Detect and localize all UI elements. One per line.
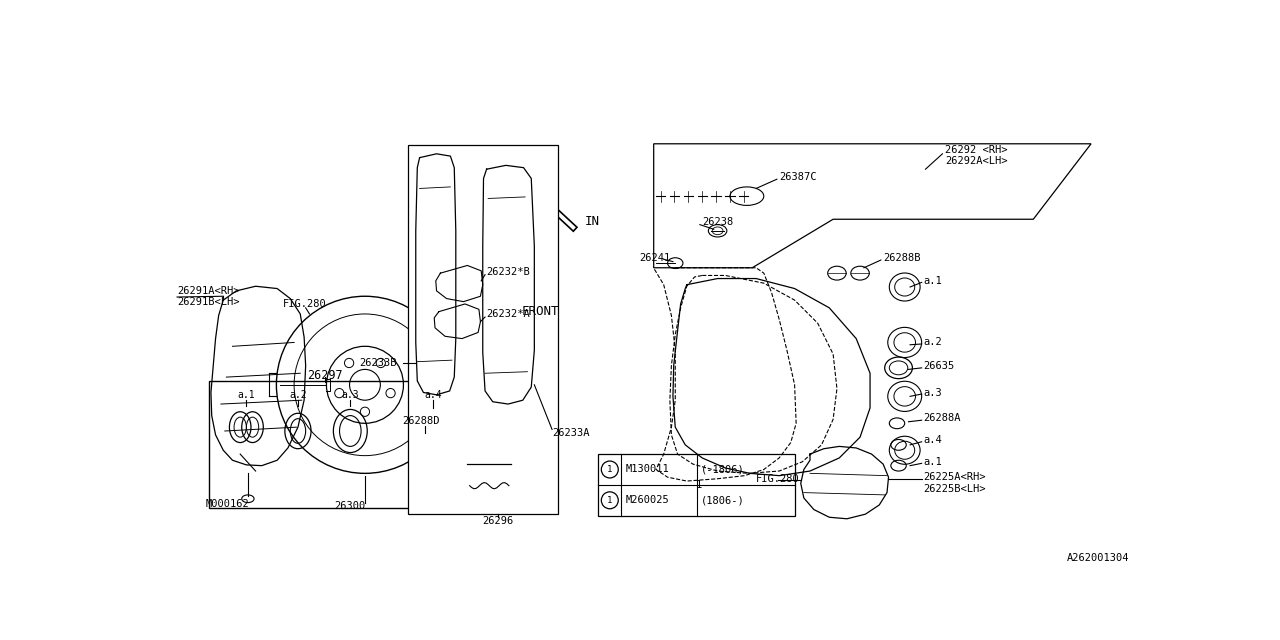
Text: a.1: a.1 (923, 276, 942, 286)
Text: 26241: 26241 (639, 253, 671, 263)
Text: a.3: a.3 (923, 387, 942, 397)
Text: 26233A: 26233A (552, 428, 590, 438)
Text: FIG.280: FIG.280 (283, 299, 326, 309)
Text: 26300: 26300 (334, 502, 365, 511)
Text: a.4: a.4 (923, 435, 942, 445)
Bar (598, 454, 795, 516)
Text: FRONT: FRONT (521, 305, 559, 318)
Text: a.2: a.2 (289, 390, 307, 400)
Text: 26288D: 26288D (402, 416, 439, 426)
Text: 26225B<LH>: 26225B<LH> (923, 484, 986, 493)
Text: 26635: 26635 (923, 360, 955, 371)
Text: 26233B: 26233B (360, 358, 397, 368)
Text: (-1806): (-1806) (700, 465, 745, 474)
Text: a.3: a.3 (342, 390, 360, 400)
Text: 26291B<LH>: 26291B<LH> (177, 298, 239, 307)
Text: A262001304: A262001304 (1068, 553, 1129, 563)
Text: 26225A<RH>: 26225A<RH> (923, 472, 986, 482)
Text: 26387C: 26387C (780, 172, 817, 182)
Text: a.1: a.1 (238, 390, 255, 400)
Text: M260025: M260025 (625, 495, 669, 506)
Text: a.4: a.4 (424, 390, 442, 400)
Text: 1: 1 (607, 465, 613, 474)
Text: 1: 1 (607, 496, 613, 505)
Bar (210, 381, 494, 508)
Text: 26232*A: 26232*A (486, 309, 530, 319)
Text: 26238: 26238 (703, 216, 733, 227)
Text: 26292A<LH>: 26292A<LH> (945, 157, 1007, 166)
Text: 26292 <RH>: 26292 <RH> (945, 145, 1007, 155)
Text: 1: 1 (696, 480, 703, 490)
Text: a.1: a.1 (923, 457, 942, 467)
Text: M130011: M130011 (625, 465, 669, 474)
Text: 26297: 26297 (307, 369, 343, 382)
Text: FIG.280: FIG.280 (756, 474, 800, 484)
Text: a.2: a.2 (923, 337, 942, 348)
Text: IN: IN (585, 215, 599, 228)
Text: 26288A: 26288A (923, 413, 961, 423)
Text: 26291A<RH>: 26291A<RH> (177, 286, 239, 296)
Text: (1806-): (1806-) (700, 495, 745, 506)
Text: 26288B: 26288B (883, 253, 920, 263)
Text: 26232*B: 26232*B (486, 267, 530, 276)
Text: M000162: M000162 (206, 499, 250, 509)
Text: 26296: 26296 (483, 516, 513, 526)
Bar (467, 396, 511, 497)
Bar (408, 145, 558, 514)
